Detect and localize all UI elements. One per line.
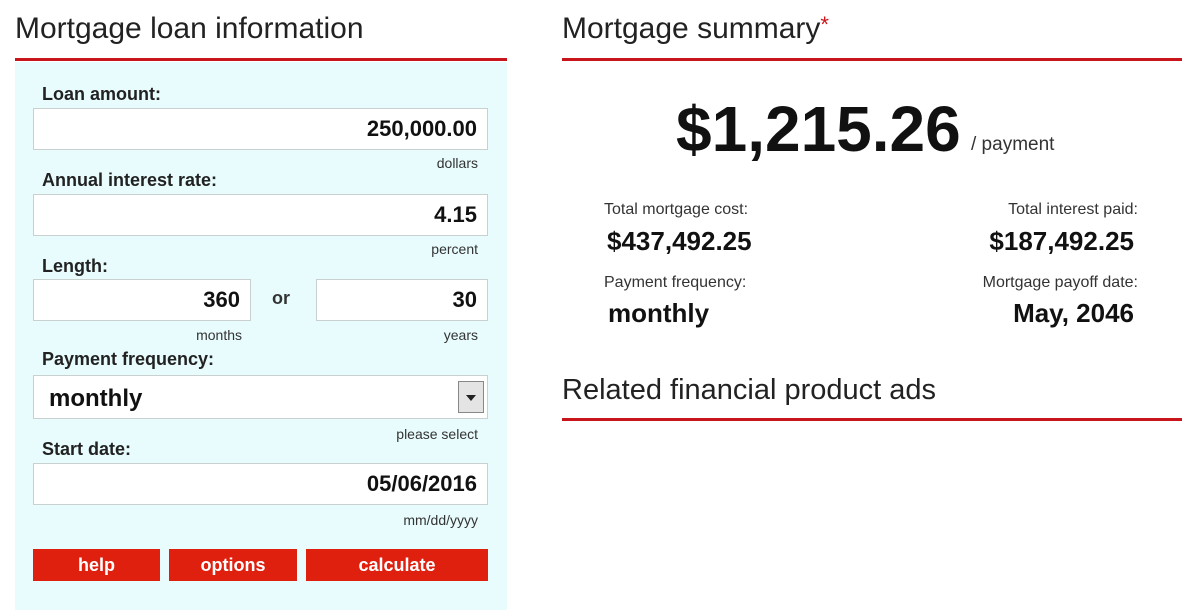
payment-amount: $1,215.26 (676, 93, 961, 165)
unit-label: mm/dd/yyyy (403, 512, 478, 528)
stat-label: Total mortgage cost: (604, 201, 749, 218)
stat-label: Mortgage payoff date: (982, 274, 1138, 291)
title-text: Mortgage summary (562, 12, 821, 45)
input-value: 4.15 (434, 202, 477, 227)
ads-title: Related financial product ads (562, 374, 937, 406)
unit-label: percent (431, 241, 478, 257)
text-input[interactable]: 250,000.00 (33, 108, 488, 150)
input-value: 30 (452, 287, 477, 312)
select[interactable]: monthly (33, 375, 488, 419)
select-value: monthly (49, 385, 143, 412)
asterisk: * (820, 12, 829, 37)
text-input[interactable]: 30 (316, 279, 488, 321)
stat-value: May, 2046 (1013, 298, 1134, 328)
ads-rule (562, 418, 1182, 421)
input-value: 250,000.00 (366, 116, 477, 141)
unit-label: months (196, 327, 242, 343)
text-input[interactable]: 360 (33, 279, 251, 321)
field-label: Length: (42, 256, 108, 276)
stat-label: Payment frequency: (604, 274, 747, 291)
title-rule (15, 58, 507, 61)
field-label: Payment frequency: (42, 349, 215, 369)
stat-label: Total interest paid: (1008, 201, 1138, 218)
input-value: 360 (203, 287, 240, 312)
summary-title: Mortgage summary* (562, 12, 829, 46)
form-panel (15, 62, 507, 610)
form-title: Mortgage loan information (15, 12, 364, 45)
field-label: Loan amount: (42, 84, 161, 104)
stat-value: monthly (608, 298, 710, 328)
stat-value: $437,492.25 (607, 226, 752, 256)
dropdown-button[interactable] (458, 381, 484, 413)
options-button[interactable]: options (169, 549, 297, 581)
unit-label: years (443, 327, 478, 343)
stat-value: $187,492.25 (989, 226, 1134, 256)
help-button[interactable]: help (33, 549, 160, 581)
unit-label: dollars (436, 155, 478, 171)
field-label: Start date: (42, 439, 132, 459)
text-input[interactable]: 4.15 (33, 194, 488, 236)
hint-label: please select (396, 426, 478, 442)
title-rule (562, 58, 1182, 61)
calculate-button[interactable]: calculate (306, 549, 488, 581)
field-label: Annual interest rate: (42, 170, 218, 190)
payment-unit: / payment (971, 134, 1055, 155)
text-input[interactable]: 05/06/2016 (33, 463, 488, 505)
input-value: 05/06/2016 (366, 471, 477, 496)
separator: or (272, 288, 290, 308)
